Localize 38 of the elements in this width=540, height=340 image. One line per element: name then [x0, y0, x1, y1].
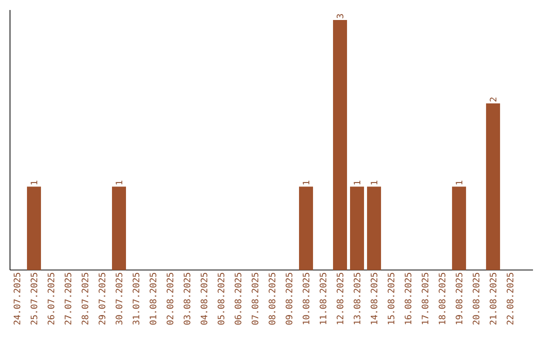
x-tick-label: 19.08.2025 — [456, 272, 462, 324]
x-tick-label: 25.07.2025 — [30, 272, 38, 325]
data-label: 1 — [116, 180, 122, 184]
x-tick-label: 09.08.2025 — [286, 272, 292, 325]
x-tick-label: 14.08.2025 — [370, 272, 378, 324]
x-tick-label: 29.07.2025 — [98, 272, 106, 325]
data-label: 1 — [30, 180, 38, 184]
x-tick-label: 22.08.2025 — [506, 272, 514, 325]
x-tick-label: 12.08.2025 — [336, 272, 344, 324]
x-tick-label: 08.08.2025 — [268, 272, 276, 325]
x-tick-label: 11.08.2025 — [320, 272, 326, 324]
x-tick-label: 18.08.2025 — [438, 272, 446, 324]
x-tick-label: 24.07.2025 — [14, 272, 20, 325]
x-tick-label: 16.08.2025 — [404, 272, 412, 324]
data-label: 2 — [490, 98, 496, 102]
x-tick-label: 27.07.2025 — [64, 272, 72, 325]
x-tick-label: 02.08.2025 — [166, 272, 174, 325]
x-tick-label: 30.07.2025 — [116, 272, 122, 325]
data-label: 1 — [456, 180, 462, 184]
x-tick-label: 01.08.2025 — [150, 272, 156, 325]
data-label: 1 — [302, 180, 310, 184]
x-tick-label: 03.08.2025 — [184, 272, 190, 325]
x-tick-label: 04.08.2025 — [200, 272, 208, 325]
x-tick-label: 17.08.2025 — [422, 272, 428, 324]
data-label: 1 — [370, 180, 378, 184]
data-label: 3 — [336, 14, 344, 18]
x-tick-label: 07.08.2025 — [252, 272, 258, 325]
x-tick-label: 28.07.2025 — [82, 272, 88, 325]
x-tick-label: 20.08.2025 — [472, 272, 480, 325]
x-tick-label: 10.08.2025 — [302, 272, 310, 324]
x-tick-label: 26.07.2025 — [48, 272, 54, 325]
x-tick-label: 06.08.2025 — [234, 272, 242, 325]
x-tick-label: 15.08.2025 — [388, 272, 394, 324]
x-tick-label: 31.07.2025 — [132, 272, 140, 325]
data-label: 1 — [354, 180, 360, 184]
x-tick-label: 13.08.2025 — [354, 272, 360, 324]
x-tick-label: 05.08.2025 — [218, 272, 224, 325]
x-tick-label: 21.08.2025 — [490, 272, 496, 325]
